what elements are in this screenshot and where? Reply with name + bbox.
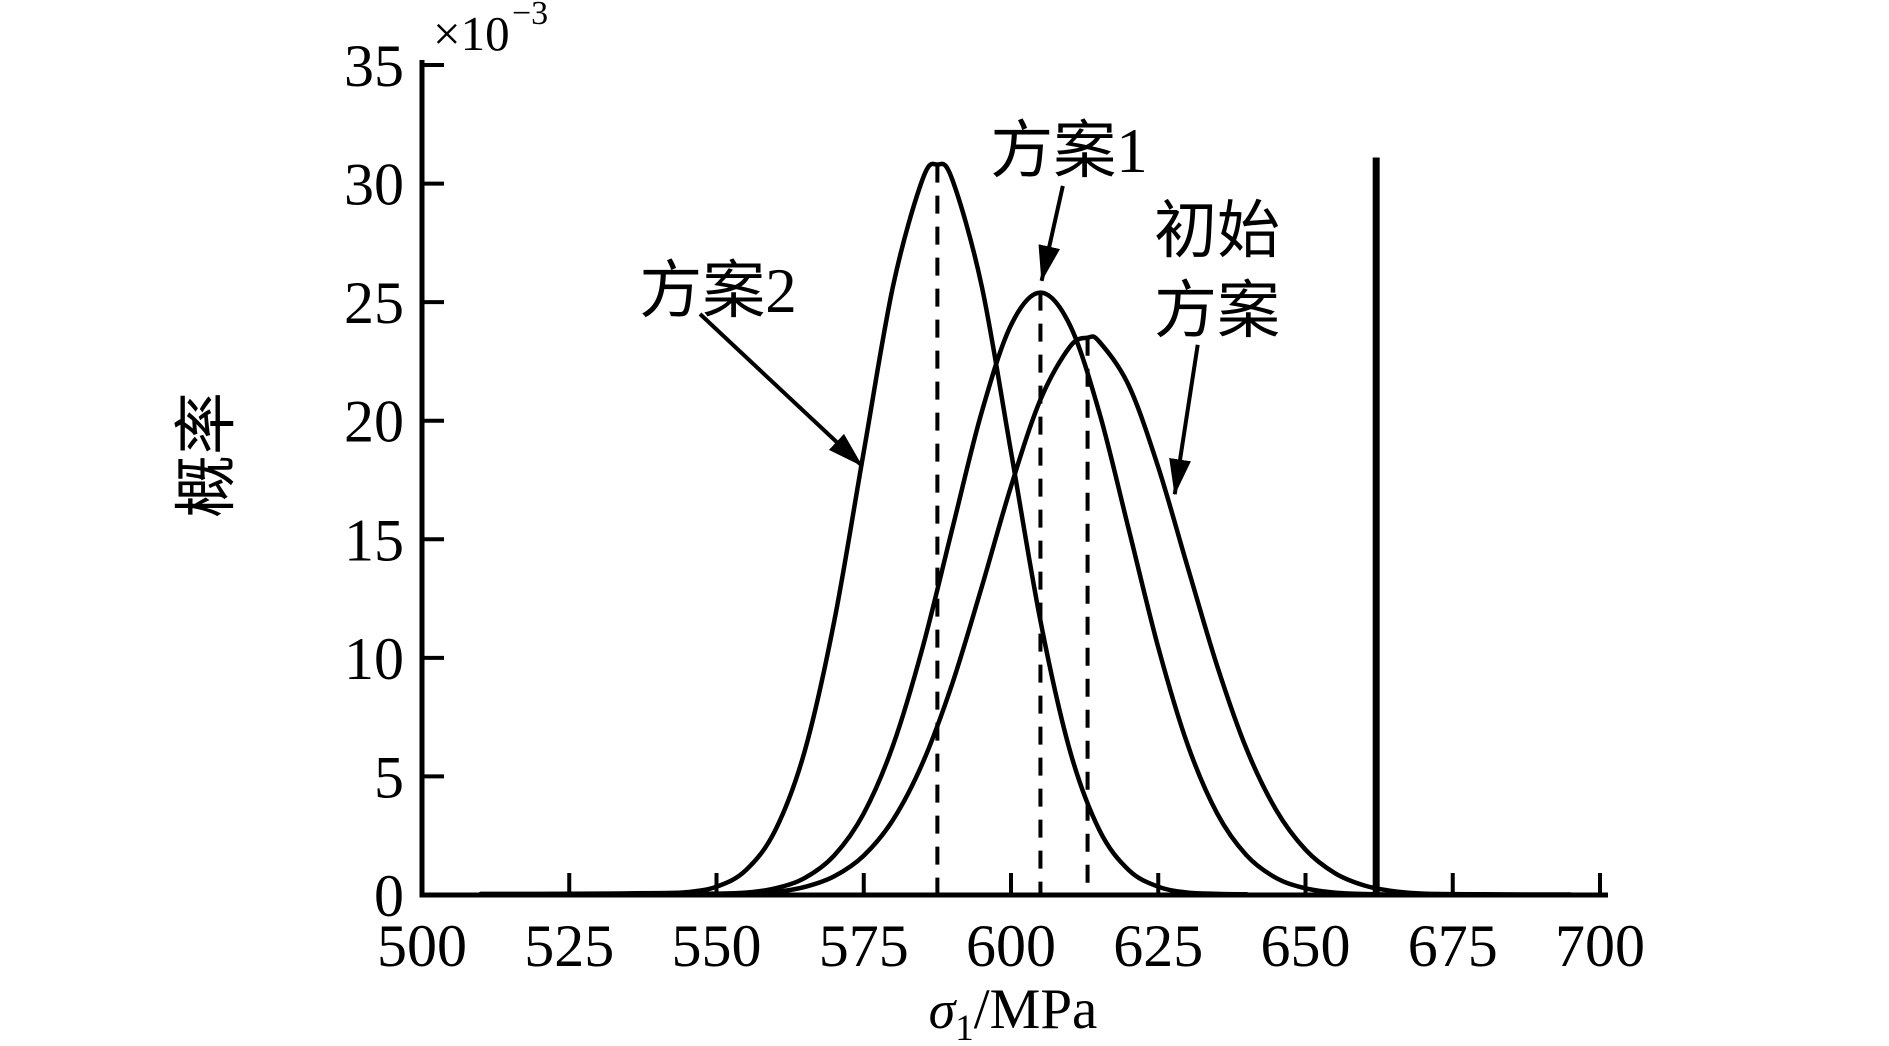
y-tick-label: 30: [344, 152, 404, 218]
y-tick-label: 25: [344, 270, 404, 336]
distribution-curves: [478, 161, 1573, 897]
curve-initial-scheme: [596, 334, 1573, 897]
x-tick-label: 550: [672, 913, 762, 979]
annotation-scheme1: 方案1: [990, 116, 1148, 186]
curve-scheme-1: [537, 290, 1397, 897]
y-tick-label: 15: [344, 507, 404, 573]
scheme1-callout-arrow: [1038, 185, 1065, 282]
x-axis-label-unit: /MPa: [974, 978, 1098, 1041]
y-scale-label: ×10: [433, 6, 510, 61]
x-tick-label: 675: [1408, 913, 1498, 979]
x-tick-label: 625: [1113, 913, 1203, 979]
x-tick-label: 525: [524, 913, 614, 979]
axis-tick-labels: 500 525 550 575 600 625 650 675 700 0 5 10 15 20 25 30 3…: [344, 33, 1645, 979]
peak-dashed-lines: [935, 164, 1090, 895]
y-tick-label: 0: [374, 863, 404, 929]
x-tick-label: 600: [966, 913, 1056, 979]
x-tick-label: 650: [1261, 913, 1351, 979]
x-axis-label-subscript: 1: [955, 1008, 974, 1046]
axis-ticks: [420, 63, 1602, 897]
y-axis-label: 概率: [172, 392, 242, 518]
scheme2-callout-arrow: [698, 312, 864, 468]
annotation-arrows: [698, 185, 1200, 496]
y-tick-label: 10: [344, 626, 404, 692]
x-axis-label-sigma: σ: [929, 980, 958, 1040]
y-tick-label: 35: [344, 33, 404, 99]
y-scale-exponent: −3: [512, 0, 548, 32]
curve-scheme-2: [478, 161, 1249, 897]
x-axis-label: σ1/MPa: [929, 978, 1098, 1046]
annotation-initial-line2: 方案: [1154, 276, 1280, 346]
x-tick-label: 700: [1555, 913, 1645, 979]
y-tick-label: 5: [374, 744, 404, 810]
y-tick-label: 20: [344, 389, 404, 455]
annotation-initial-line1: 初始: [1154, 196, 1280, 266]
initial-callout-arrow: [1169, 344, 1200, 496]
annotation-scheme2: 方案2: [639, 256, 797, 326]
x-tick-label: 500: [377, 913, 467, 979]
x-tick-label: 575: [819, 913, 909, 979]
